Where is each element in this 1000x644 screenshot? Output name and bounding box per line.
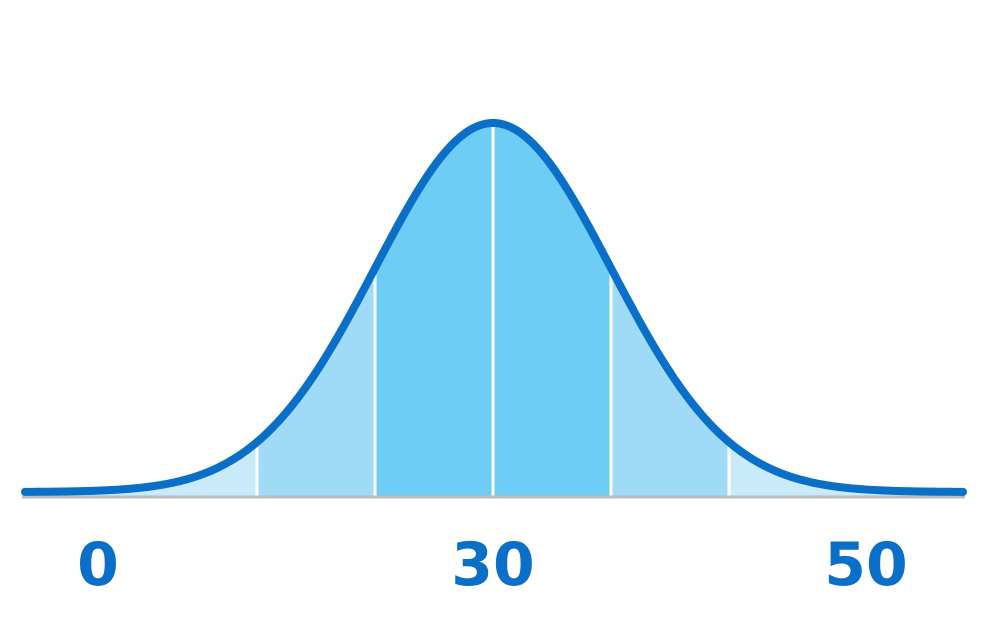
tick-label-0: 0 xyxy=(77,530,119,600)
band-center xyxy=(375,123,493,497)
tick-label-50: 50 xyxy=(824,530,908,600)
bell-curve-line xyxy=(21,118,967,496)
band-center xyxy=(493,123,611,497)
band-outer xyxy=(729,442,963,497)
band-dividers xyxy=(255,123,731,497)
tick-label-30: 30 xyxy=(451,530,535,600)
band-outer xyxy=(25,442,257,497)
